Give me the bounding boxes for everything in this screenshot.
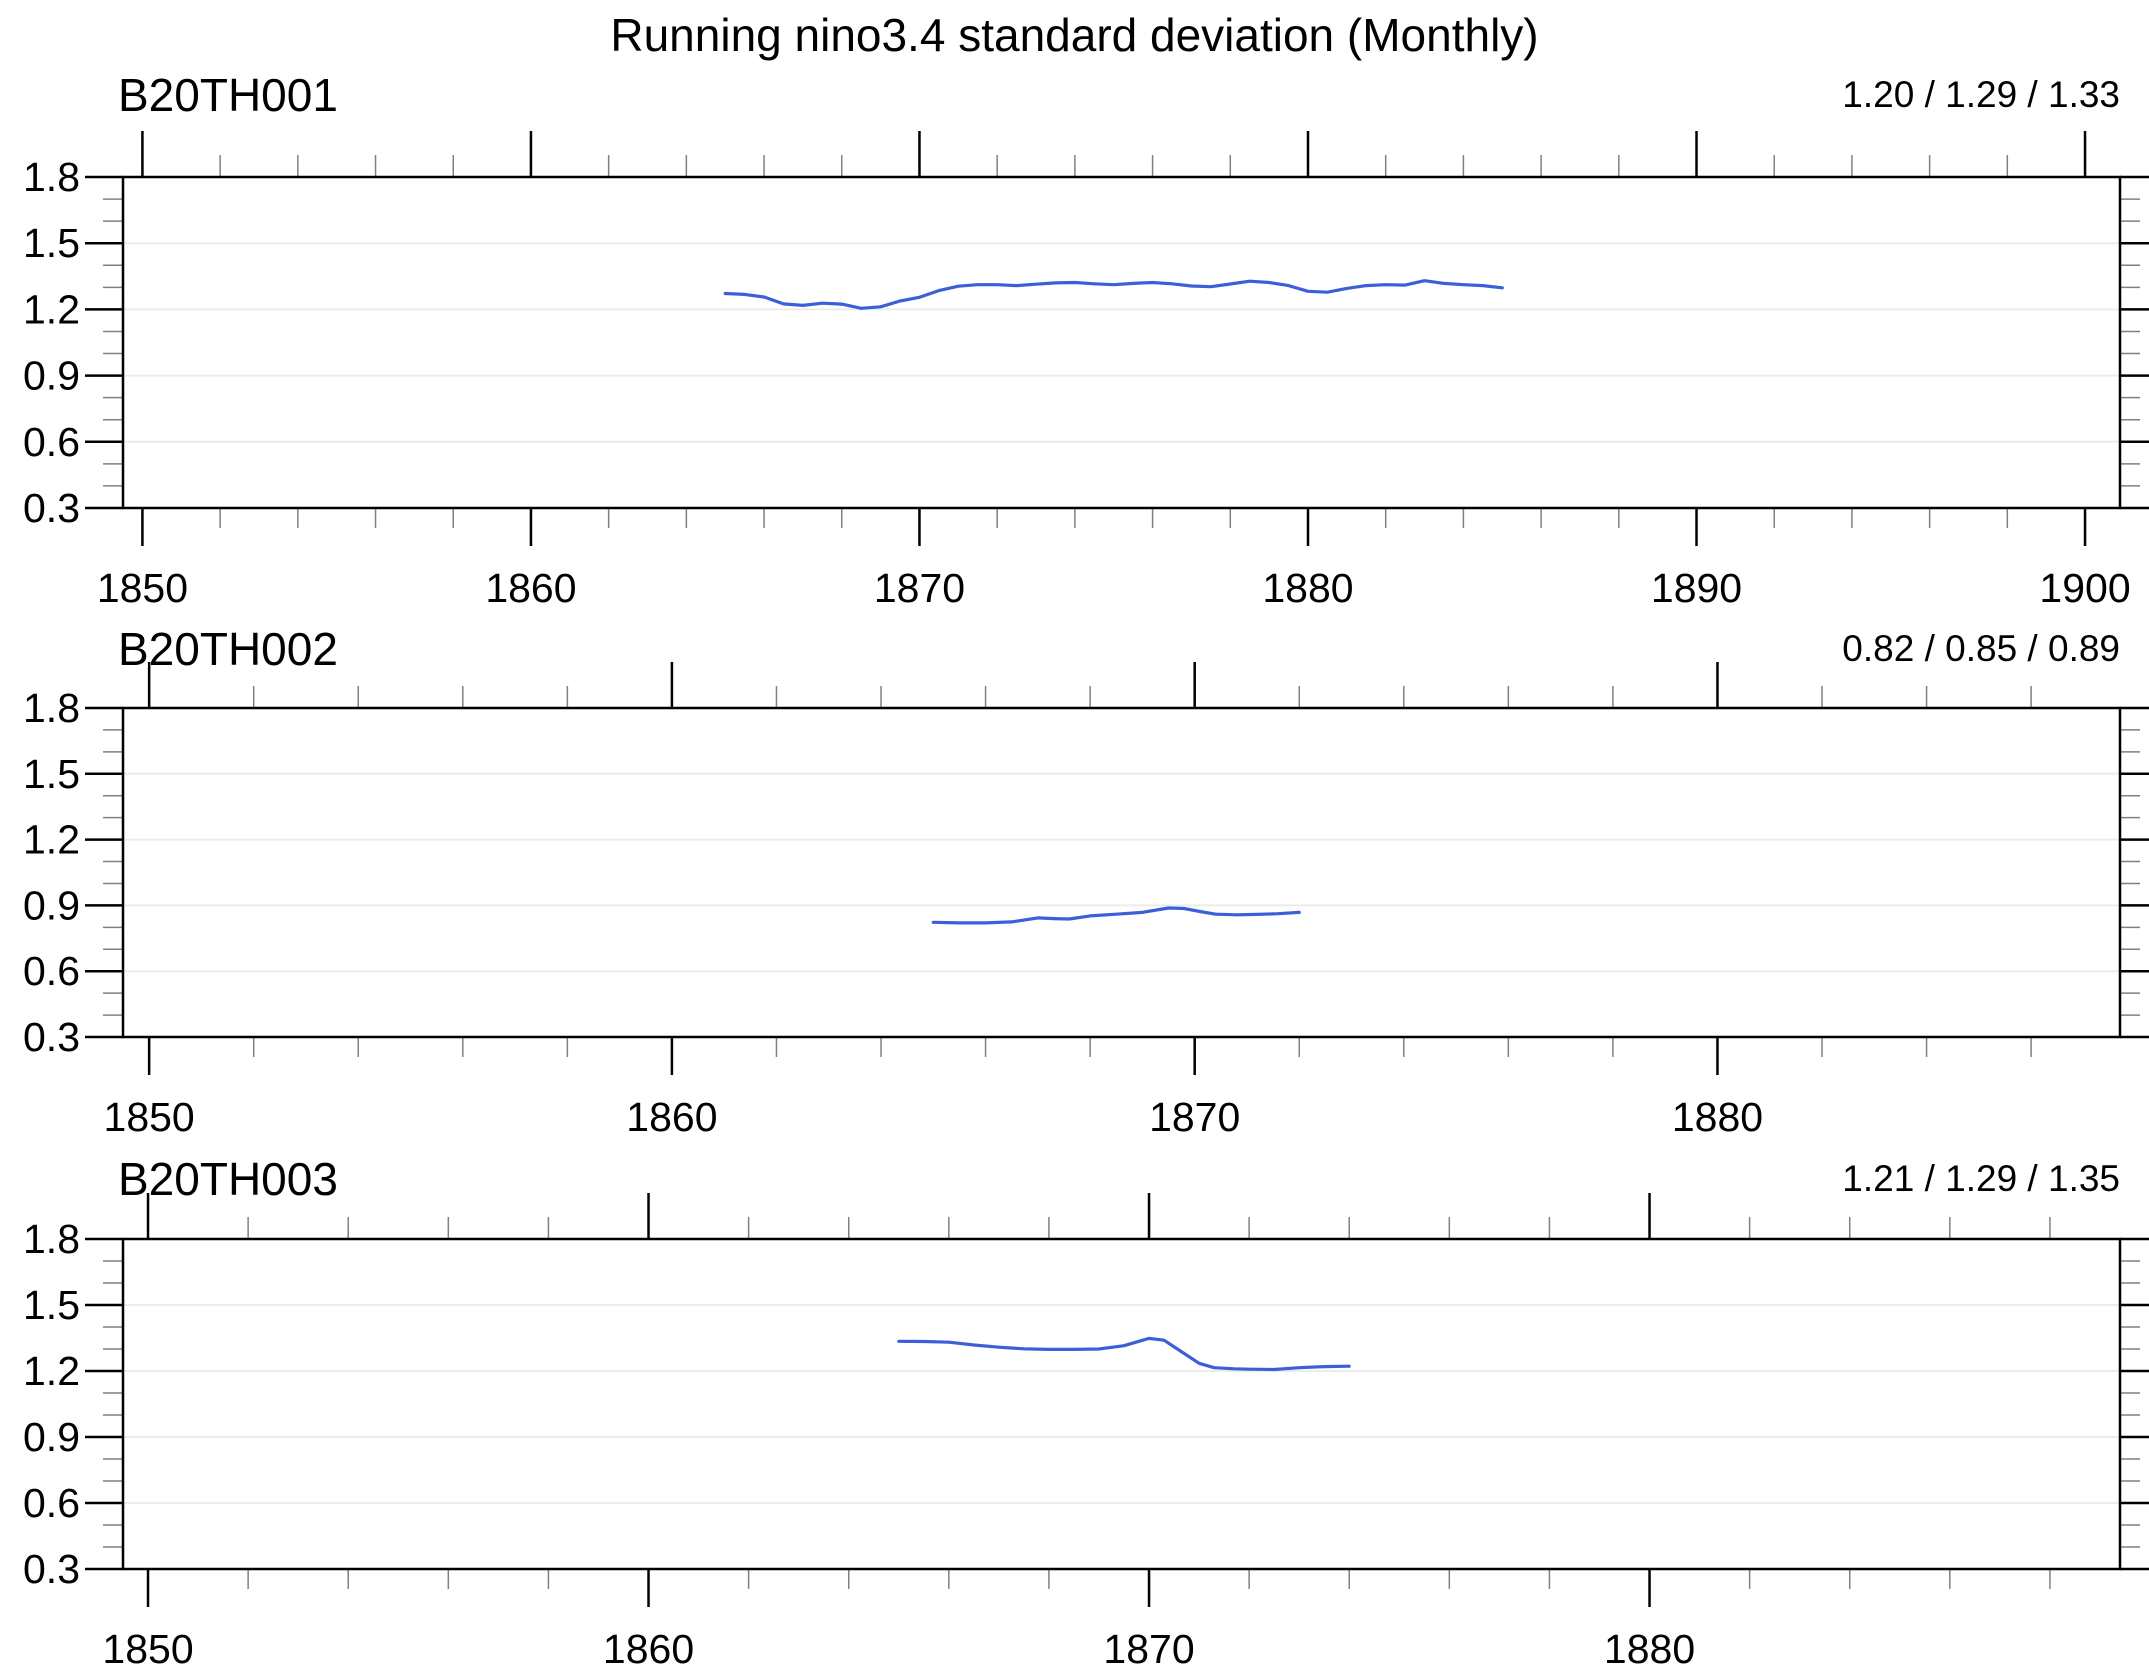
x-tick-label: 1880 (1672, 1094, 1763, 1140)
panel-1-stats: 1.20 / 1.29 / 1.33 (1842, 74, 2120, 115)
y-tick-label: 0.3 (23, 485, 80, 531)
plot-frame (121, 706, 2122, 1039)
x-tick-label: 1880 (1262, 565, 1353, 611)
y-tick-label: 1.5 (23, 1282, 80, 1328)
y-tick-label: 1.2 (23, 286, 80, 332)
y-tick-label: 0.6 (23, 1480, 80, 1526)
x-tick-label: 1890 (1651, 565, 1742, 611)
y-tick-label: 1.5 (23, 220, 80, 266)
series-line (897, 1336, 1351, 1372)
x-tick-label: 1860 (485, 565, 576, 611)
y-tick-label: 0.9 (23, 1414, 80, 1460)
y-tick-label: 1.2 (23, 1348, 80, 1394)
x-tick-label: 1870 (1149, 1094, 1240, 1140)
x-tick-label: 1860 (626, 1094, 717, 1140)
x-tick-label: 1850 (102, 1626, 193, 1670)
series-line (723, 279, 1504, 310)
series-line (931, 906, 1301, 925)
y-tick-label: 1.8 (23, 1216, 80, 1262)
y-tick-label: 0.3 (23, 1014, 80, 1060)
y-tick-label: 0.9 (23, 882, 80, 928)
x-tick-label: 1880 (1604, 1626, 1695, 1670)
y-tick-label: 0.6 (23, 419, 80, 465)
x-tick-label: 1900 (2039, 565, 2130, 611)
y-tick-label: 1.2 (23, 817, 80, 863)
panel-2-stats: 0.82 / 0.85 / 0.89 (1842, 628, 2120, 669)
plot-frame (121, 1237, 2122, 1571)
panel-2-label: B20TH002 (118, 623, 338, 675)
x-tick-label: 1870 (874, 565, 965, 611)
x-tick-label: 1860 (603, 1626, 694, 1670)
plot-frame (121, 175, 2122, 510)
y-tick-label: 1.8 (23, 154, 80, 200)
y-tick-label: 0.9 (23, 353, 80, 399)
panel-3-stats: 1.21 / 1.29 / 1.35 (1842, 1158, 2120, 1199)
y-tick-label: 0.6 (23, 948, 80, 994)
panel-1-label: B20TH001 (118, 69, 338, 121)
y-tick-label: 1.5 (23, 751, 80, 797)
y-tick-label: 1.8 (23, 685, 80, 731)
x-tick-label: 1870 (1103, 1626, 1194, 1670)
panel-3-label: B20TH003 (118, 1153, 338, 1205)
x-tick-label: 1850 (97, 565, 188, 611)
chart-title: Running nino3.4 standard deviation (Mont… (610, 9, 1539, 61)
x-tick-label: 1850 (104, 1094, 195, 1140)
y-tick-label: 0.3 (23, 1546, 80, 1592)
